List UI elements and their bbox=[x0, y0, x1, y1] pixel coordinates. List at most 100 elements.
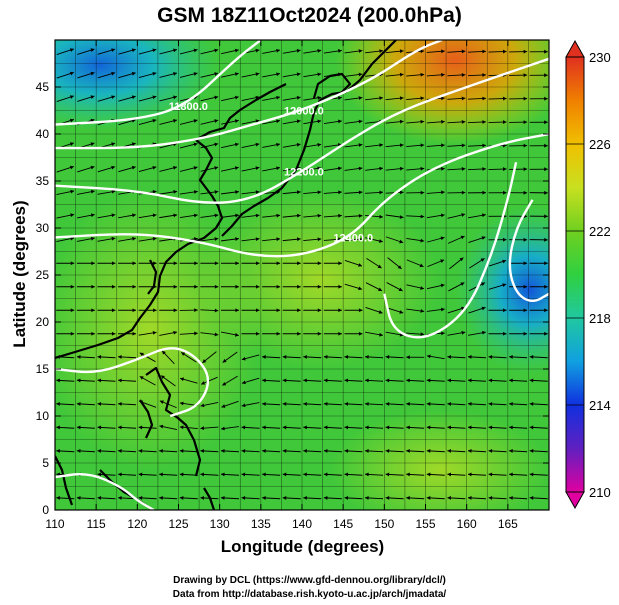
wind-arrowhead bbox=[159, 400, 164, 404]
wind-arrowhead bbox=[220, 449, 225, 453]
wind-arrowhead bbox=[220, 472, 225, 477]
wind-arrowhead bbox=[193, 48, 198, 53]
wind-arrowhead bbox=[111, 142, 116, 147]
wind-arrowhead bbox=[406, 402, 410, 406]
wind-arrowhead bbox=[378, 287, 383, 291]
wind-arrowhead bbox=[70, 261, 75, 266]
wind-arrowhead bbox=[440, 236, 445, 241]
x-tick-label: 125 bbox=[168, 517, 188, 531]
wind-arrowhead bbox=[276, 95, 280, 100]
wind-arrowhead bbox=[214, 308, 219, 313]
wind-arrowhead bbox=[111, 95, 116, 100]
wind-arrowhead bbox=[97, 402, 102, 406]
wind-arrowhead bbox=[441, 143, 445, 148]
wind-arrowhead bbox=[90, 48, 95, 52]
wind-arrowhead bbox=[70, 236, 75, 241]
wind-arrowhead bbox=[502, 167, 507, 171]
wind-arrowhead bbox=[420, 286, 424, 290]
wind-arrowhead bbox=[173, 213, 178, 218]
wind-arrowhead bbox=[399, 166, 404, 171]
x-tick-label: 110 bbox=[45, 517, 64, 531]
wind-arrowhead bbox=[317, 190, 322, 195]
y-tick-label: 30 bbox=[36, 221, 50, 235]
height-contour-line bbox=[55, 40, 262, 126]
colorbar: 210 214 218 222 226 230 bbox=[565, 39, 611, 510]
wind-arrowhead bbox=[399, 332, 404, 337]
wind-arrowhead bbox=[420, 332, 425, 337]
wind-arrowhead bbox=[447, 355, 452, 359]
wind-arrowhead bbox=[529, 378, 534, 383]
wind-arrowhead bbox=[399, 119, 404, 124]
wind-arrowhead bbox=[276, 261, 281, 266]
wind-arrowhead bbox=[406, 355, 410, 360]
wind-arrowhead bbox=[338, 284, 342, 289]
wind-arrowhead bbox=[459, 257, 464, 262]
wind-arrowhead bbox=[338, 308, 342, 313]
y-tick-label: 40 bbox=[36, 127, 50, 141]
wind-arrowhead bbox=[523, 331, 528, 336]
wind-arrowhead bbox=[234, 332, 239, 337]
wind-arrowhead bbox=[317, 331, 322, 336]
wind-arrowhead bbox=[358, 286, 363, 291]
wind-arrowhead bbox=[276, 331, 281, 336]
wind-arrowhead bbox=[426, 402, 431, 406]
wind-arrowhead bbox=[385, 425, 390, 430]
wind-arrowhead bbox=[317, 119, 322, 124]
x-tick-label: 130 bbox=[210, 517, 230, 531]
wind-arrowhead bbox=[544, 284, 548, 289]
wind-arrowhead bbox=[544, 73, 548, 78]
wind-arrowhead bbox=[399, 310, 404, 314]
wind-arrowhead bbox=[194, 331, 198, 336]
wind-arrowhead bbox=[378, 310, 383, 314]
wind-arrowhead bbox=[138, 449, 143, 453]
wind-arrowhead bbox=[544, 237, 548, 242]
wind-arrowhead bbox=[118, 449, 122, 453]
wind-arrowhead bbox=[297, 261, 301, 266]
wind-arrowhead bbox=[221, 426, 225, 431]
wind-arrowhead bbox=[365, 472, 369, 477]
wind-arrowhead bbox=[441, 331, 445, 336]
wind-arrowhead bbox=[70, 308, 75, 313]
wind-arrowhead bbox=[69, 95, 74, 99]
wind-arrowhead bbox=[399, 215, 404, 219]
wind-arrowhead bbox=[234, 95, 239, 100]
wind-arrowhead bbox=[509, 472, 513, 477]
wind-arrowhead bbox=[91, 331, 95, 336]
wind-arrowhead bbox=[159, 449, 163, 453]
wind-arrowhead bbox=[297, 308, 301, 313]
wind-arrowhead bbox=[214, 332, 219, 337]
wind-arrowhead bbox=[358, 190, 363, 195]
wind-arrowhead bbox=[481, 306, 486, 311]
wind-arrowhead bbox=[173, 72, 177, 76]
wind-arrowhead bbox=[482, 73, 486, 77]
wind-arrowhead bbox=[255, 72, 260, 77]
wind-arrowhead bbox=[317, 261, 322, 266]
wind-arrowhead bbox=[379, 49, 383, 54]
wind-arrowhead bbox=[111, 165, 116, 170]
wind-arrowhead bbox=[488, 402, 493, 406]
wind-arrowhead bbox=[111, 284, 116, 289]
streamlines bbox=[56, 48, 548, 500]
wind-arrowhead bbox=[420, 166, 425, 171]
wind-arrowhead bbox=[153, 308, 157, 313]
wind-arrowhead bbox=[173, 330, 178, 335]
wind-arrowhead bbox=[152, 189, 157, 194]
wind-arrowhead bbox=[523, 308, 528, 313]
wind-arrowhead bbox=[262, 449, 266, 453]
wind-arrowhead bbox=[379, 332, 383, 337]
wind-arrowhead bbox=[132, 261, 137, 266]
wind-arrowhead bbox=[529, 472, 534, 477]
wind-arrowhead bbox=[138, 472, 143, 477]
temperature-field bbox=[55, 40, 549, 510]
wind-arrowhead bbox=[482, 190, 486, 195]
colorbar-tick-label: 226 bbox=[589, 137, 611, 152]
wind-arrowhead bbox=[118, 402, 122, 406]
wind-arrowhead bbox=[323, 449, 328, 453]
wind-arrowhead bbox=[69, 118, 74, 123]
wind-arrowhead bbox=[365, 425, 369, 430]
wind-arrowhead bbox=[56, 402, 60, 406]
wind-arrowhead bbox=[296, 48, 301, 53]
wind-arrowhead bbox=[193, 190, 198, 194]
wind-arrowhead bbox=[317, 95, 322, 100]
wind-arrowhead bbox=[502, 259, 507, 264]
